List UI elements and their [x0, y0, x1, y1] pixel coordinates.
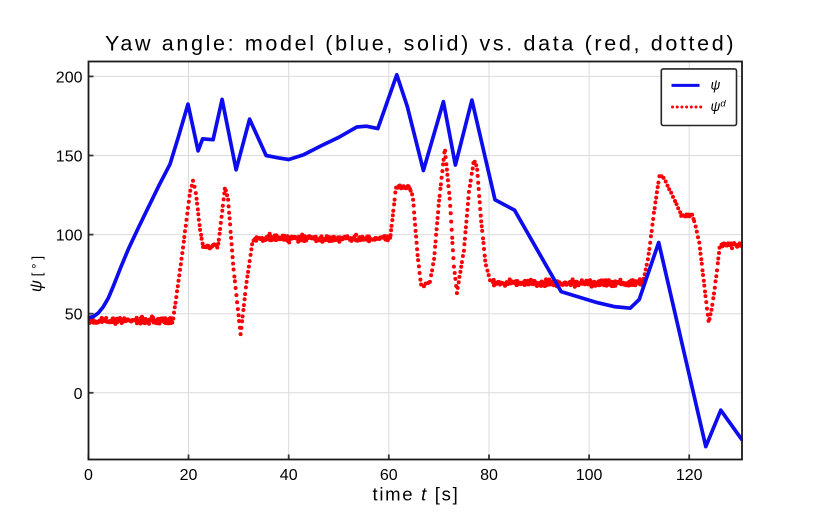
svg-text:200: 200: [56, 69, 83, 86]
svg-text:50: 50: [65, 307, 83, 324]
svg-text:120: 120: [676, 467, 703, 484]
svg-text:60: 60: [380, 467, 398, 484]
svg-text:0: 0: [74, 386, 83, 403]
svg-text:ψ [ ° ]: ψ [ ° ]: [28, 256, 46, 292]
svg-text:80: 80: [480, 467, 498, 484]
svg-text:0: 0: [84, 467, 93, 484]
svg-text:Yaw angle: model (blue, solid): Yaw angle: model (blue, solid) vs. data …: [105, 31, 736, 55]
svg-text:100: 100: [576, 467, 603, 484]
svg-text:ψ: ψ: [711, 78, 721, 93]
svg-text:time t [s]: time t [s]: [373, 483, 460, 504]
svg-text:20: 20: [180, 467, 198, 484]
svg-text:100: 100: [56, 228, 83, 245]
svg-text:40: 40: [280, 467, 298, 484]
svg-text:150: 150: [56, 149, 83, 166]
